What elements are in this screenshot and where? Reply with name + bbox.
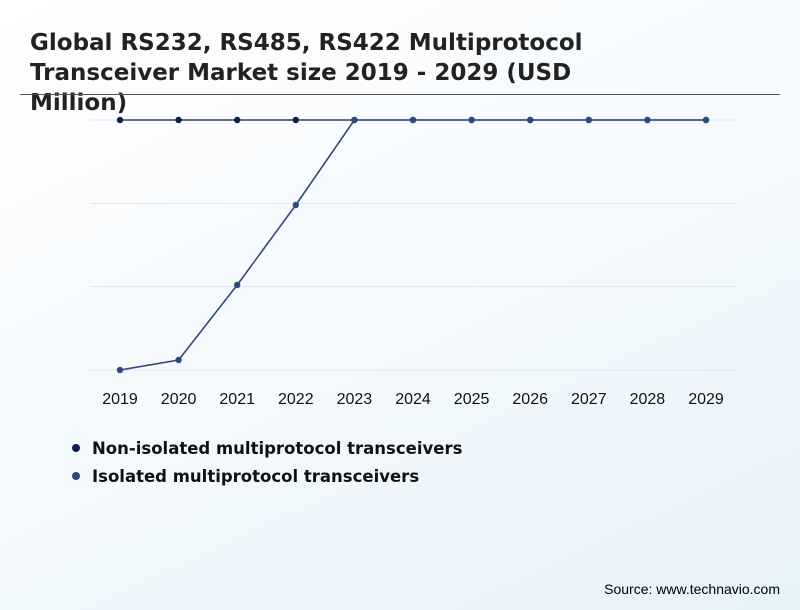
line-chart: 2019 2020 2021 2022 2023 2024 2025 2026 2027 2028… bbox=[90, 116, 736, 408]
x-tick-label: 2019 bbox=[102, 391, 138, 408]
legend: Non-isolated multiprotocol transceivers … bbox=[72, 434, 462, 490]
x-tick-label: 2023 bbox=[337, 391, 373, 408]
x-tick-label: 2024 bbox=[395, 391, 431, 408]
x-tick-label: 2028 bbox=[630, 391, 666, 408]
data-point[interactable] bbox=[116, 366, 124, 374]
legend-label-non-isolated: Non-isolated multiprotocol transceivers bbox=[92, 438, 463, 458]
x-tick-label: 2021 bbox=[219, 391, 255, 408]
legend-item-non-isolated[interactable]: Non-isolated multiprotocol transceivers bbox=[72, 434, 462, 462]
data-point[interactable] bbox=[292, 116, 299, 124]
data-point[interactable] bbox=[234, 281, 241, 289]
data-point[interactable] bbox=[468, 116, 475, 124]
x-axis-ticks: 2019 2020 2021 2022 2023 2024 2025 2026 2027 2028… bbox=[102, 391, 724, 408]
source-credit: Source: www.technavio.com bbox=[604, 581, 780, 597]
x-tick-label: 2027 bbox=[571, 391, 607, 408]
data-points bbox=[116, 116, 710, 374]
data-point[interactable] bbox=[175, 116, 182, 124]
legend-item-isolated[interactable]: Isolated multiprotocol transceivers bbox=[72, 462, 462, 490]
data-point[interactable] bbox=[234, 116, 241, 124]
data-point[interactable] bbox=[175, 356, 182, 364]
x-tick-label: 2022 bbox=[278, 391, 314, 408]
x-tick-label: 2026 bbox=[512, 391, 548, 408]
data-point[interactable] bbox=[292, 201, 299, 209]
data-point[interactable] bbox=[644, 116, 651, 124]
legend-marker-isolated bbox=[72, 472, 80, 480]
data-point[interactable] bbox=[351, 116, 358, 124]
data-point[interactable] bbox=[585, 116, 592, 124]
legend-label-isolated: Isolated multiprotocol transceivers bbox=[92, 466, 420, 486]
x-tick-label: 2020 bbox=[161, 391, 197, 408]
legend-marker-non-isolated bbox=[72, 444, 80, 452]
chart-title: Global RS232, RS485, RS422 Multiprotocol… bbox=[30, 30, 583, 116]
series-lines bbox=[119, 119, 706, 371]
title-divider bbox=[20, 94, 780, 95]
x-tick-label: 2025 bbox=[454, 391, 490, 408]
grid-lines bbox=[90, 119, 736, 371]
data-point[interactable] bbox=[702, 116, 710, 124]
x-tick-label: 2029 bbox=[688, 391, 724, 408]
data-point[interactable] bbox=[409, 116, 417, 124]
data-point[interactable] bbox=[527, 116, 534, 124]
data-point[interactable] bbox=[116, 116, 124, 124]
series-line-1 bbox=[119, 119, 706, 371]
